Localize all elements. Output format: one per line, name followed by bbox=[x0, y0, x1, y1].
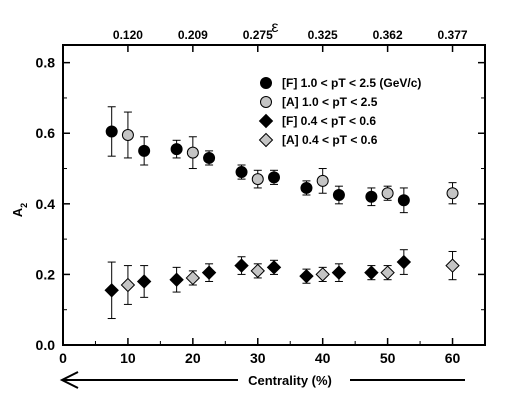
data-point bbox=[300, 181, 313, 194]
legend-marker bbox=[258, 113, 274, 129]
y-tick-label: 0.8 bbox=[36, 55, 56, 71]
legend-label: [A] 0.4 < pT < 0.6 bbox=[282, 133, 378, 147]
x-axis-title: Centrality (%) bbox=[248, 373, 332, 388]
x-tick-label: 60 bbox=[445, 350, 461, 366]
left-arrow-icon bbox=[59, 371, 79, 389]
data-point bbox=[396, 254, 412, 270]
x-tick-label: 30 bbox=[250, 350, 266, 366]
y-axis-title: A2 bbox=[10, 203, 29, 217]
data-point bbox=[235, 166, 248, 179]
legend-label: [F] 0.4 < pT < 0.6 bbox=[282, 114, 376, 128]
series-1 bbox=[121, 111, 459, 205]
legend-marker bbox=[260, 77, 272, 89]
top-tick-label: 0.120 bbox=[113, 28, 143, 42]
legend-label: [F] 1.0 < pT < 2.5 (GeV/c) bbox=[282, 76, 421, 90]
top-tick-label: 0.275 bbox=[243, 28, 273, 42]
data-point bbox=[201, 265, 217, 280]
data-point bbox=[186, 146, 199, 159]
series-2 bbox=[104, 249, 412, 320]
data-point bbox=[203, 151, 216, 164]
data-point bbox=[445, 258, 460, 273]
x-tick-label: 20 bbox=[185, 350, 201, 366]
data-point bbox=[120, 277, 136, 293]
data-point bbox=[138, 144, 151, 157]
top-tick-label: 0.362 bbox=[373, 28, 403, 42]
data-point bbox=[364, 265, 379, 280]
plot-frame bbox=[62, 44, 486, 346]
data-point bbox=[331, 265, 347, 280]
legend-label: [A] 1.0 < pT < 2.5 bbox=[282, 95, 378, 109]
data-point bbox=[251, 173, 264, 186]
x-axis-title-group: Centrality (%) bbox=[59, 371, 465, 389]
data-point bbox=[365, 190, 378, 203]
data-point bbox=[170, 143, 183, 156]
x-tick-label: 10 bbox=[120, 350, 136, 366]
data-point bbox=[136, 274, 152, 289]
data-point bbox=[105, 125, 118, 138]
x-tick-label: 50 bbox=[380, 350, 396, 366]
y-tick-label: 0.6 bbox=[36, 125, 56, 141]
y-tick-label: 0.0 bbox=[36, 337, 56, 353]
legend-marker bbox=[258, 132, 274, 148]
data-point bbox=[315, 267, 330, 282]
data-point bbox=[266, 260, 282, 275]
x-tick-label: 0 bbox=[59, 350, 67, 366]
top-tick-label: 0.377 bbox=[438, 28, 468, 42]
y-tick-label: 0.4 bbox=[36, 196, 56, 212]
data-point bbox=[121, 129, 134, 141]
data-point bbox=[299, 268, 314, 284]
data-point bbox=[169, 272, 184, 287]
data-point bbox=[185, 270, 201, 286]
x-tick-label: 40 bbox=[315, 350, 331, 366]
data-point bbox=[268, 171, 280, 184]
series-0 bbox=[105, 106, 410, 214]
top-tick-label: 0.209 bbox=[178, 28, 208, 42]
data-point bbox=[234, 258, 249, 273]
data-point bbox=[104, 283, 119, 298]
data-point bbox=[316, 174, 329, 187]
top-tick-label: 0.325 bbox=[308, 28, 338, 42]
data-point bbox=[446, 187, 459, 200]
series-3 bbox=[120, 250, 460, 305]
legend-marker bbox=[260, 96, 272, 108]
data-point bbox=[332, 189, 345, 201]
top-axis-title: ε bbox=[271, 19, 278, 36]
y-tick-label: 0.2 bbox=[36, 266, 56, 282]
data-point bbox=[397, 194, 410, 207]
data-point bbox=[380, 265, 395, 280]
data-point bbox=[381, 187, 394, 200]
data-point bbox=[250, 263, 265, 279]
